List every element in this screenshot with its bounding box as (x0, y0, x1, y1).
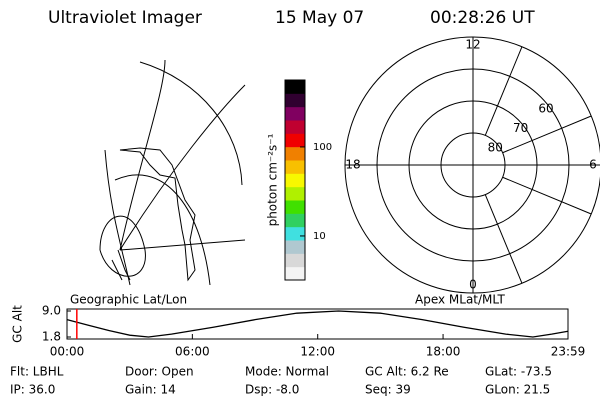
colorbar-segment (285, 226, 305, 241)
info-field: Flt: LBHL (10, 365, 64, 379)
map-label: Geographic Lat/Lon (70, 293, 187, 307)
polar-theta-label: 12 (465, 38, 480, 52)
x-tick-label: 23:59 (551, 345, 586, 359)
polar-ring-label: 60 (538, 101, 553, 115)
colorbar-segment (285, 173, 305, 188)
info-field: Dsp: -8.0 (245, 383, 299, 397)
info-field: Gain: 14 (125, 383, 176, 397)
info-field: Mode: Normal (245, 365, 329, 379)
info-field: Seq: 39 (365, 383, 411, 397)
polar-ring-label: 70 (513, 121, 528, 135)
colorbar-segment (285, 133, 305, 148)
y-tick-label: 1.8 (42, 330, 61, 344)
info-field: Door: Open (125, 365, 194, 379)
earth-map (99, 59, 246, 286)
colorbar-segment (285, 240, 305, 254)
polar-theta-label: 18 (345, 158, 360, 172)
colorbar-segment (285, 93, 305, 108)
polar-spoke (502, 176, 592, 215)
polar-ring-label: 80 (488, 140, 503, 154)
colorbar-segment (285, 266, 305, 281)
polar-spoke (484, 194, 523, 284)
colorbar-segment (285, 80, 305, 94)
colorbar-label: photon cm⁻²s⁻¹ (266, 133, 280, 226)
polar-theta-label: 0 (469, 278, 477, 292)
x-tick-label: 18:00 (426, 345, 461, 359)
colorbar-tick-label: 100 (313, 142, 332, 153)
colorbar-frame (284, 79, 306, 281)
x-tick-label: 06:00 (175, 345, 210, 359)
colorbar-segment (285, 253, 305, 268)
y-tick-label: 9.0 (42, 304, 61, 318)
colorbar-segment (285, 146, 305, 161)
x-tick-label: 12:00 (300, 345, 335, 359)
polar-label: Apex MLat/MLT (415, 293, 505, 307)
colorbar-segment (285, 120, 305, 134)
colorbar-segment (285, 200, 305, 214)
info-field: IP: 36.0 (10, 383, 55, 397)
y-axis-label: GC Alt (11, 305, 25, 343)
title: Ultraviolet Imager (48, 8, 202, 28)
polar-spoke (502, 115, 592, 154)
colorbar-segment (285, 160, 305, 174)
gc-alt-line (66, 310, 569, 338)
info-field: GC Alt: 6.2 Re (365, 365, 449, 379)
x-tick-label: 00:00 (50, 345, 85, 359)
colorbar-tick-label: 10 (313, 231, 326, 242)
colorbar-segment (285, 213, 305, 228)
colorbar-segment (285, 106, 305, 121)
info-field: GLon: 21.5 (485, 383, 550, 397)
time: 00:28:26 UT (430, 8, 535, 28)
colorbar-segment (285, 186, 305, 201)
info-field: GLat: -73.5 (485, 365, 552, 379)
date: 15 May 07 (275, 8, 364, 28)
polar-theta-label: 6 (589, 158, 597, 172)
polar-spoke (484, 46, 523, 136)
